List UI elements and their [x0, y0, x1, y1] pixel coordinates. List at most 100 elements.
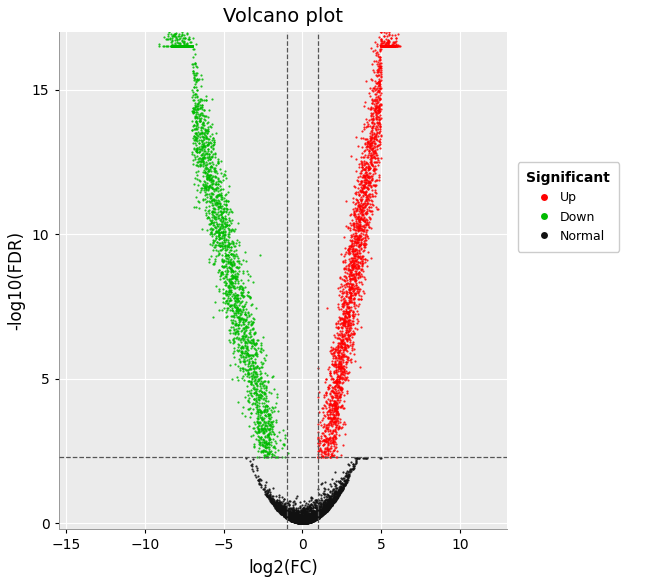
Point: [252, 402, 262, 411]
Point: [292, 509, 303, 518]
Point: [308, 513, 318, 522]
Point: [281, 498, 292, 507]
Point: [301, 509, 311, 519]
Point: [186, 41, 196, 51]
Point: [207, 195, 217, 204]
Point: [360, 254, 370, 263]
Point: [194, 161, 205, 170]
Point: [298, 512, 308, 521]
Point: [377, 41, 387, 51]
Point: [215, 185, 226, 194]
Point: [335, 364, 345, 374]
Point: [347, 338, 358, 347]
Point: [248, 383, 258, 392]
Point: [207, 158, 217, 167]
Point: [378, 41, 388, 51]
Point: [225, 263, 235, 273]
Point: [296, 509, 306, 519]
Point: [177, 36, 187, 46]
Point: [259, 405, 269, 415]
Point: [290, 508, 300, 517]
Point: [191, 147, 202, 156]
Point: [303, 510, 313, 520]
Point: [278, 509, 289, 519]
Point: [247, 371, 257, 380]
Point: [320, 506, 331, 515]
Point: [297, 512, 307, 521]
Point: [351, 220, 361, 230]
Point: [333, 418, 343, 427]
Point: [183, 41, 194, 51]
Point: [243, 369, 254, 378]
Point: [237, 347, 248, 356]
Point: [332, 399, 342, 409]
Point: [304, 515, 314, 524]
Point: [209, 258, 219, 267]
Point: [277, 507, 287, 516]
Point: [330, 346, 340, 356]
Point: [220, 166, 231, 175]
Point: [347, 238, 358, 247]
Point: [361, 178, 372, 187]
Point: [374, 55, 384, 65]
Point: [384, 41, 395, 51]
Point: [248, 360, 259, 370]
Point: [391, 36, 401, 46]
Point: [277, 503, 287, 513]
Point: [217, 221, 228, 230]
Point: [309, 516, 319, 525]
Point: [354, 234, 364, 244]
Point: [220, 240, 230, 249]
Point: [174, 41, 184, 51]
Point: [300, 509, 311, 518]
Point: [356, 269, 367, 279]
Point: [187, 41, 197, 51]
Point: [183, 41, 193, 51]
Point: [371, 95, 382, 105]
Point: [341, 325, 352, 335]
Point: [337, 343, 348, 352]
Point: [287, 516, 298, 525]
Point: [194, 157, 205, 166]
Point: [207, 171, 218, 180]
Point: [175, 41, 185, 51]
Point: [348, 240, 359, 249]
Point: [253, 405, 263, 415]
Point: [341, 327, 351, 336]
Point: [321, 502, 332, 512]
Point: [361, 454, 372, 463]
Point: [357, 210, 367, 219]
Point: [305, 516, 315, 526]
Point: [322, 505, 333, 514]
Point: [250, 371, 261, 381]
Point: [364, 176, 374, 186]
Point: [313, 508, 324, 517]
Point: [313, 513, 324, 523]
Point: [331, 495, 341, 504]
Point: [318, 505, 329, 515]
Point: [306, 517, 317, 526]
Point: [378, 41, 388, 51]
Point: [376, 41, 387, 51]
Point: [234, 256, 244, 266]
Point: [353, 201, 363, 211]
Point: [304, 517, 315, 526]
Point: [298, 496, 309, 505]
Point: [181, 41, 192, 51]
Point: [313, 452, 324, 461]
Point: [285, 515, 295, 524]
Point: [304, 509, 314, 519]
Point: [328, 418, 338, 427]
Point: [297, 517, 307, 527]
Point: [290, 516, 300, 525]
Point: [197, 110, 207, 119]
Point: [286, 512, 296, 522]
Point: [344, 265, 354, 274]
Point: [161, 34, 172, 44]
Point: [319, 440, 330, 449]
Point: [248, 423, 258, 433]
Point: [392, 41, 402, 51]
Point: [283, 509, 294, 519]
Point: [311, 508, 321, 517]
Point: [315, 509, 325, 519]
